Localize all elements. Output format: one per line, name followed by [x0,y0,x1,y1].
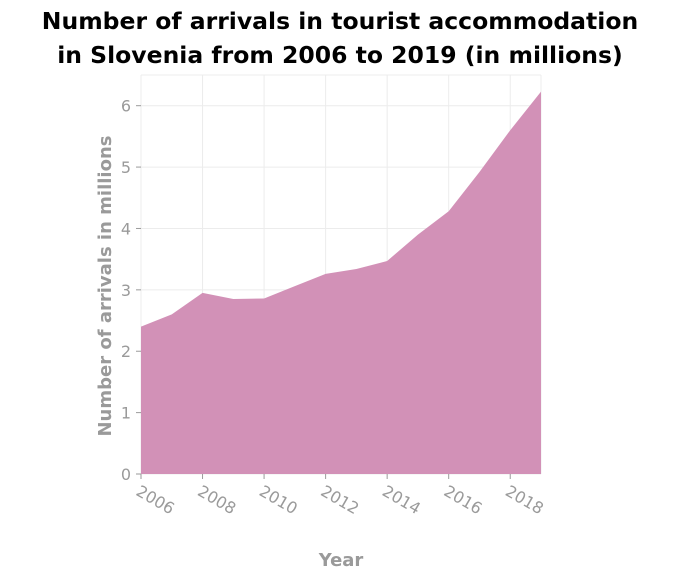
x-tick-label: 2016 [441,481,486,518]
x-tick-label: 2014 [379,481,424,518]
y-tick-label: 6 [121,97,131,116]
y-tick-label: 2 [121,342,131,361]
x-tick-label: 2018 [502,481,547,518]
x-axis-ticks: 2006 2008 2010 2012 2014 2016 2018 [133,474,547,518]
area-series [141,91,541,474]
y-tick-label: 3 [121,281,131,300]
chart-title: Number of arrivals in tourist accommodat… [0,4,680,72]
chart-title-line-2: in Slovenia from 2006 to 2019 (in millio… [57,41,623,69]
y-axis-label: Number of arrivals in millions [95,135,116,436]
y-tick-label: 4 [121,219,131,238]
y-tick-label: 5 [121,158,131,177]
x-tick-label: 2010 [256,481,301,518]
chart-title-line-1: Number of arrivals in tourist accommodat… [41,7,639,35]
y-tick-label: 1 [121,404,131,423]
y-tick-label: 0 [121,465,131,484]
x-tick-label: 2006 [133,481,178,518]
y-axis-ticks: 0 1 2 3 4 5 6 [121,97,141,484]
x-tick-label: 2012 [318,481,363,518]
x-tick-label: 2008 [195,481,240,518]
x-axis-label: Year [318,550,364,571]
